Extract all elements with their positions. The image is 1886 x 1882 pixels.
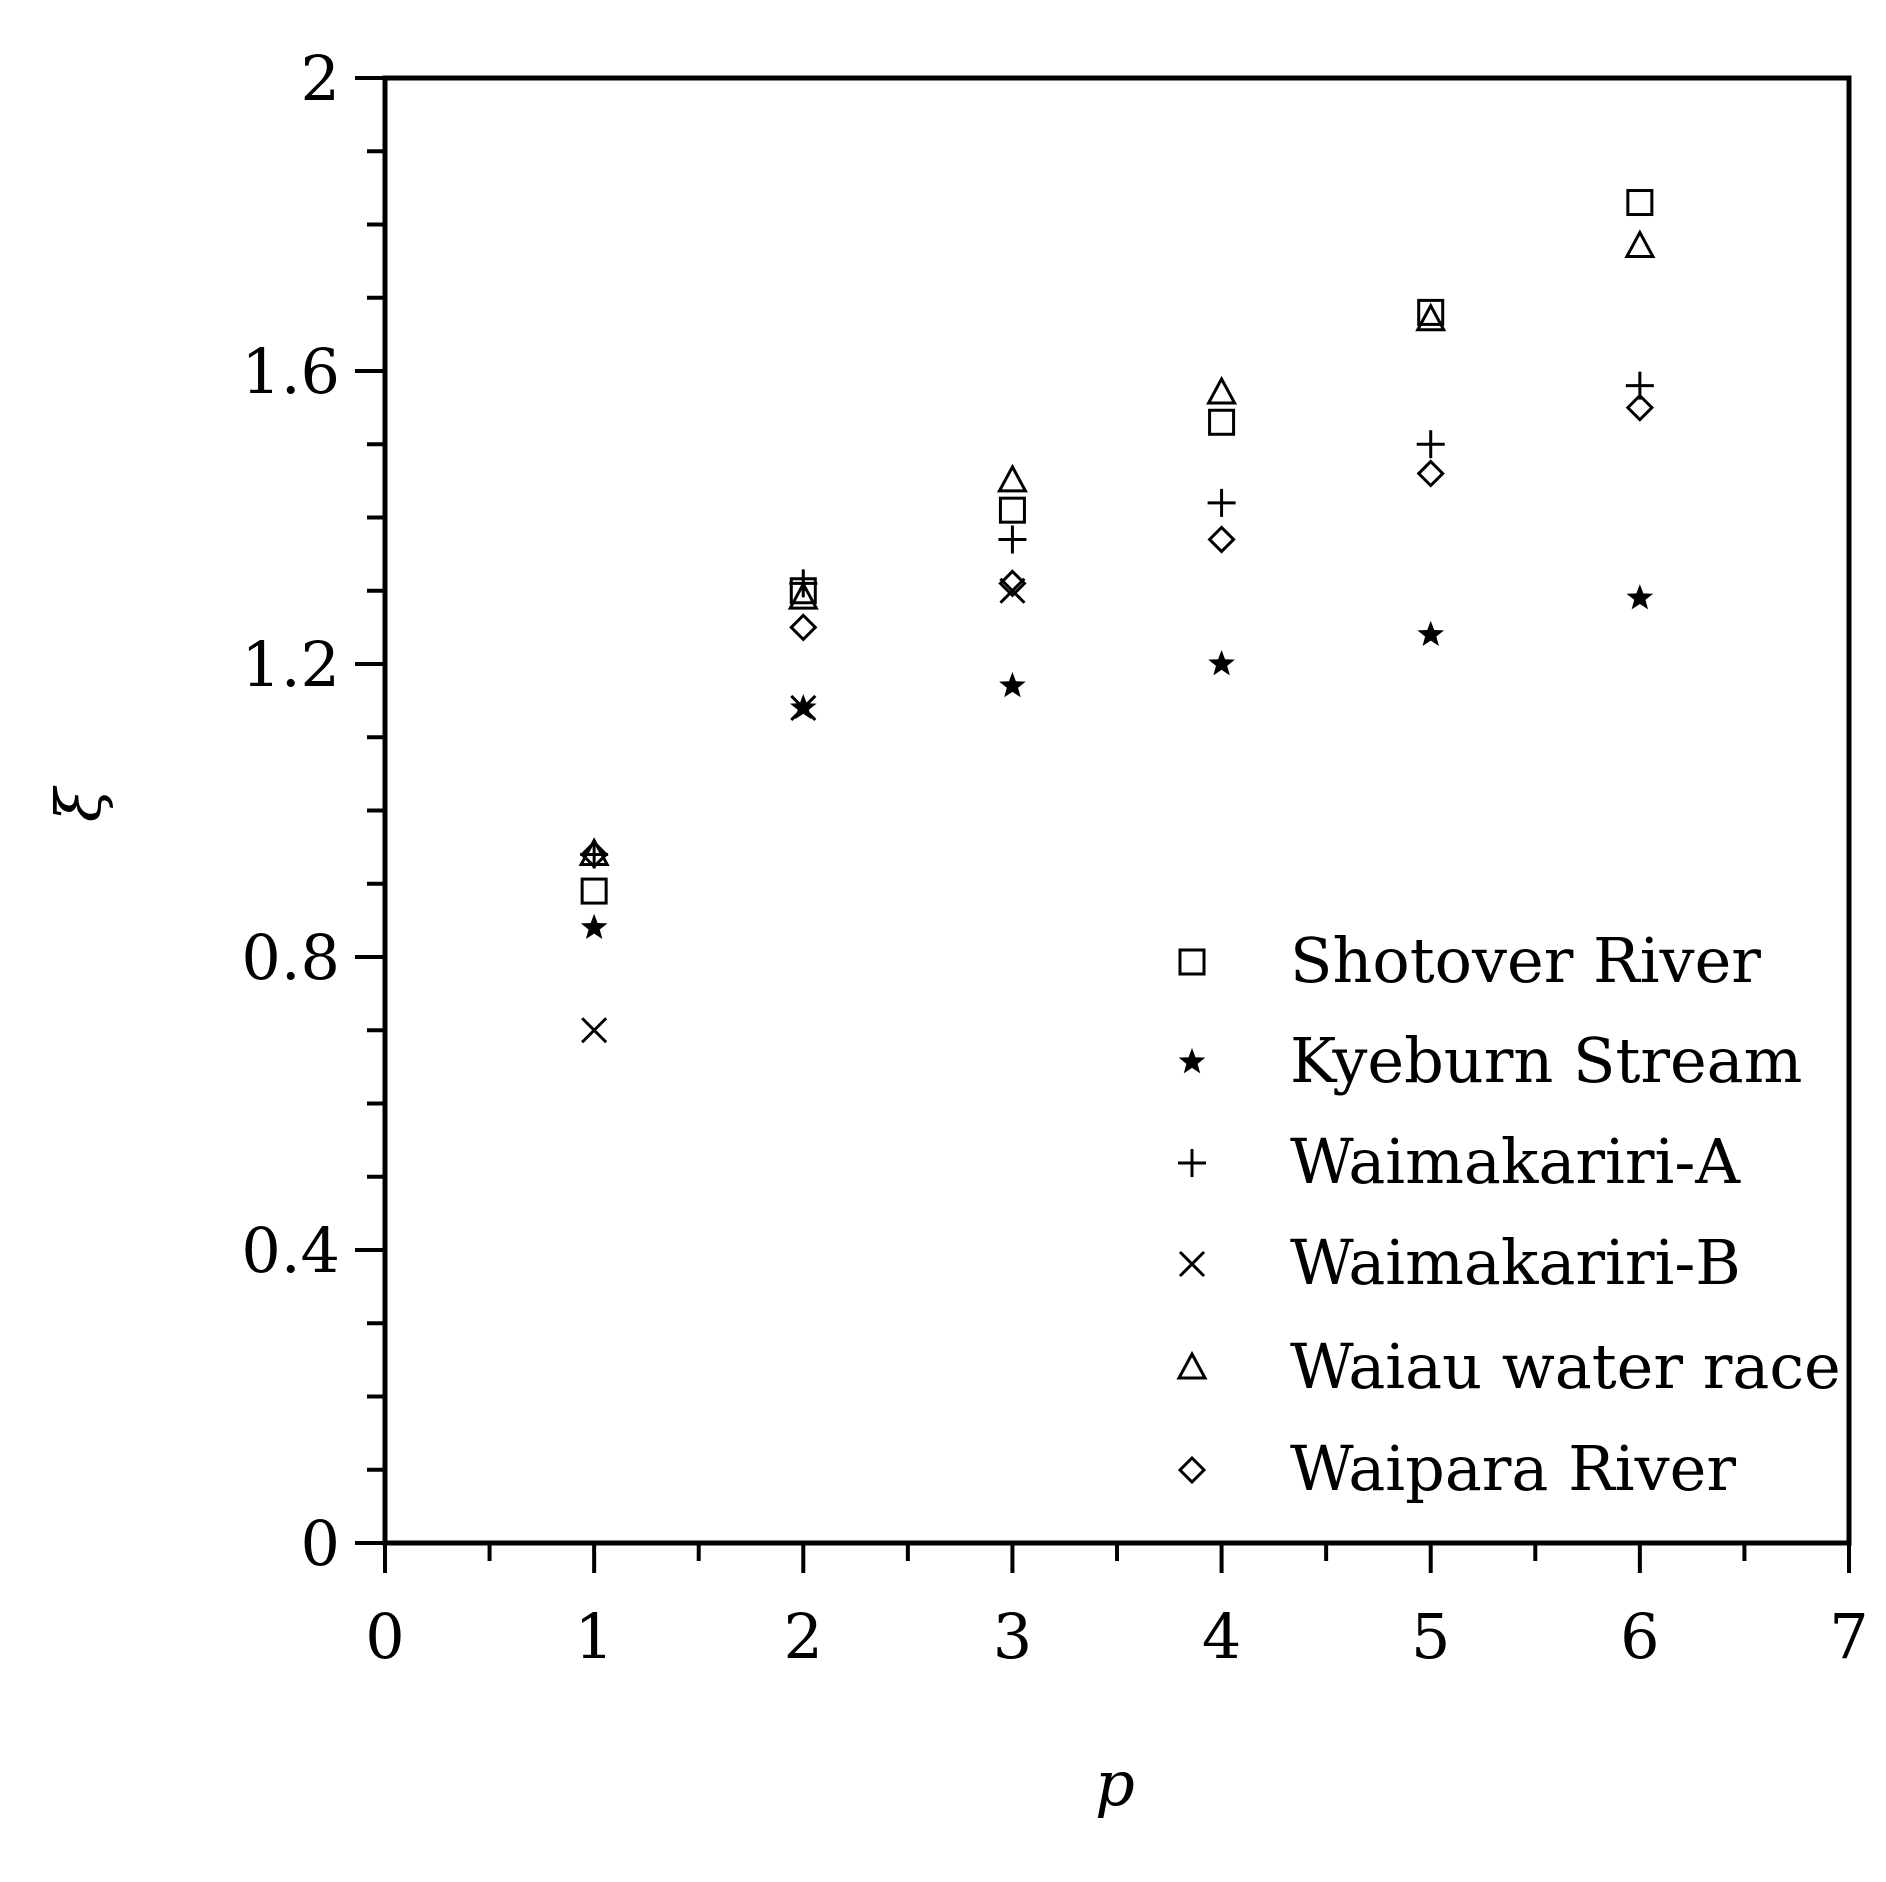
- data-point-diamond: [1416, 459, 1445, 488]
- data-point-diamond: [1625, 393, 1654, 422]
- data-point-diamond: [580, 840, 609, 869]
- data-point-x: [581, 1017, 608, 1044]
- x-tick-label: 0: [365, 1600, 404, 1673]
- data-point-star: [999, 671, 1026, 698]
- y-tick-label: 0.4: [241, 1214, 340, 1287]
- x-tick-label: 7: [1829, 1600, 1868, 1673]
- y-tick-label: 0: [301, 1507, 340, 1580]
- legend-item: Waimakariri-B: [1178, 1226, 1741, 1299]
- legend: Shotover River Kyeburn Stream Waimakariri-…: [1176, 924, 1841, 1505]
- legend-item: Waiau water race: [1176, 1330, 1841, 1403]
- legend-item: Shotover River: [1178, 924, 1761, 997]
- data-point-diamond: [789, 613, 818, 642]
- data-point-x: [790, 694, 817, 722]
- data-point-plus: [1207, 488, 1236, 517]
- legend-label: Kyeburn Stream: [1290, 1024, 1802, 1097]
- data-point-star: [1208, 650, 1235, 676]
- data-point-x: [999, 577, 1026, 604]
- data-point-square: [1208, 408, 1236, 436]
- marks-layer: [578, 189, 1656, 1044]
- y-tick-label: 1.6: [241, 335, 340, 408]
- x-axis-label: p: [1095, 1747, 1135, 1820]
- data-point-plus: [998, 525, 1027, 554]
- legend-label: Waiau water race: [1290, 1330, 1841, 1403]
- x-tick-label: 5: [1411, 1600, 1450, 1673]
- data-point-diamond: [998, 569, 1027, 598]
- data-point-square: [580, 877, 608, 905]
- legend-marker-square: [1178, 948, 1206, 976]
- data-point-square: [998, 496, 1026, 524]
- data-point-diamond: [1207, 525, 1236, 554]
- x-tick-label: 6: [1620, 1600, 1659, 1673]
- plot-frame: [382, 75, 1852, 1546]
- data-point-star: [580, 913, 608, 940]
- series-diamond: [580, 393, 1654, 869]
- data-point-plus: [1416, 430, 1445, 459]
- series-plus: [580, 371, 1654, 869]
- legend-marker-star: [1178, 1048, 1206, 1074]
- data-point-triangle: [787, 580, 819, 610]
- data-point-star: [1417, 620, 1445, 647]
- series-square: [580, 189, 1654, 905]
- data-point-star: [1626, 584, 1654, 610]
- data-point-triangle: [1206, 375, 1238, 405]
- x-tick-label: 2: [784, 1600, 823, 1673]
- legend-marker-diamond: [1177, 1455, 1207, 1485]
- data-point-triangle: [1624, 229, 1656, 258]
- series-star: [580, 584, 1654, 940]
- x-tick-label: 1: [574, 1600, 613, 1673]
- legend-label: Shotover River: [1290, 924, 1761, 997]
- data-point-triangle: [1415, 302, 1447, 332]
- legend-label: Waimakariri-A: [1290, 1125, 1741, 1198]
- legend-marker-plus: [1178, 1149, 1206, 1177]
- series-x: [581, 577, 1026, 1044]
- data-point-triangle: [996, 463, 1028, 493]
- legend-label: Waimakariri-B: [1290, 1226, 1741, 1299]
- legend-item: Kyeburn Stream: [1178, 1024, 1802, 1097]
- y-tick-label: 1.2: [241, 628, 340, 701]
- axes-layer: 0 1 2 3 4 5 6 7 0 0.4 0.8 1.2 1.6 2: [241, 42, 1868, 1673]
- x-tick-label: 4: [1202, 1600, 1241, 1673]
- legend-label: Waipara River: [1290, 1432, 1736, 1505]
- data-point-square: [1626, 189, 1654, 217]
- y-axis-label: ξ: [42, 785, 115, 822]
- series-triangle: [578, 229, 1656, 866]
- y-tick-label: 2: [301, 42, 340, 115]
- x-tick-label: 3: [993, 1600, 1032, 1673]
- legend-marker-triangle: [1176, 1350, 1208, 1380]
- legend-item: Waipara River: [1177, 1432, 1736, 1505]
- legend-marker-x: [1178, 1250, 1206, 1278]
- y-tick-label: 0.8: [241, 921, 340, 994]
- legend-item: Waimakariri-A: [1178, 1125, 1741, 1198]
- data-point-square: [1417, 298, 1445, 326]
